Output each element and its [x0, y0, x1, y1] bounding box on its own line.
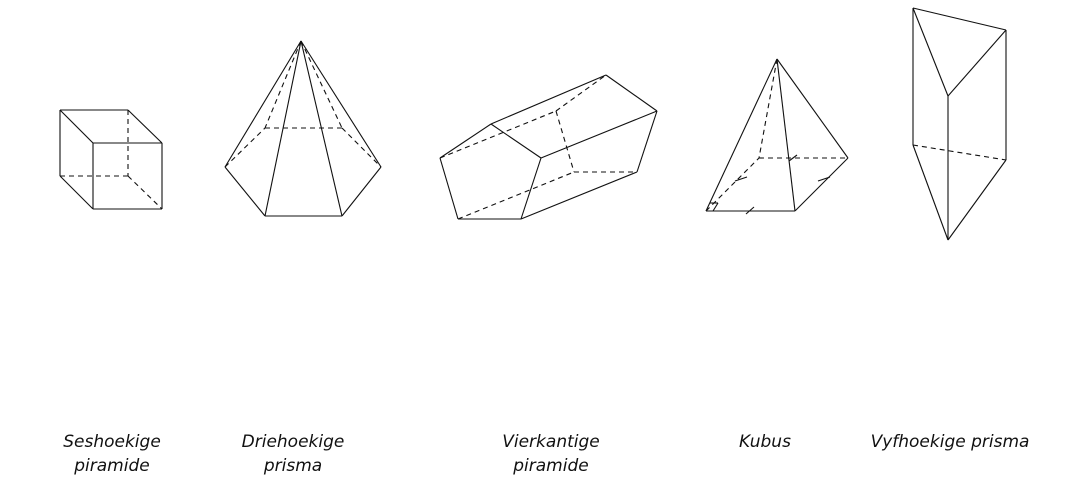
label-line-2: piramide: [74, 456, 150, 476]
label-kubus: Kubus: [710, 430, 820, 454]
hexagonal-pyramid-drawing: [224, 40, 382, 217]
label-line-1: Seshoekige: [63, 432, 161, 452]
label-vyfhoekige-prisma: Vyfhoekige prisma: [852, 430, 1048, 454]
label-line-2: prisma: [263, 456, 323, 476]
square-pyramid-drawing: [705, 58, 849, 215]
label-line-2: piramide: [513, 456, 589, 476]
label-seshoekige-piramide: Seshoekige piramide: [52, 430, 172, 478]
pentagonal-prism-drawing: [439, 74, 658, 220]
label-line-1: Vierkantige: [502, 432, 600, 452]
label-line-1: Driehoekige: [241, 432, 345, 452]
label-line-1: Vyfhoekige prisma: [870, 432, 1030, 452]
cube-drawing: [59, 109, 163, 210]
label-vierkantige-piramide: Vierkantige piramide: [487, 430, 615, 478]
label-driehoekige-prisma: Driehoekige prisma: [226, 430, 360, 478]
label-line-1: Kubus: [739, 432, 791, 452]
triangular-prism-drawing: [912, 7, 1007, 241]
